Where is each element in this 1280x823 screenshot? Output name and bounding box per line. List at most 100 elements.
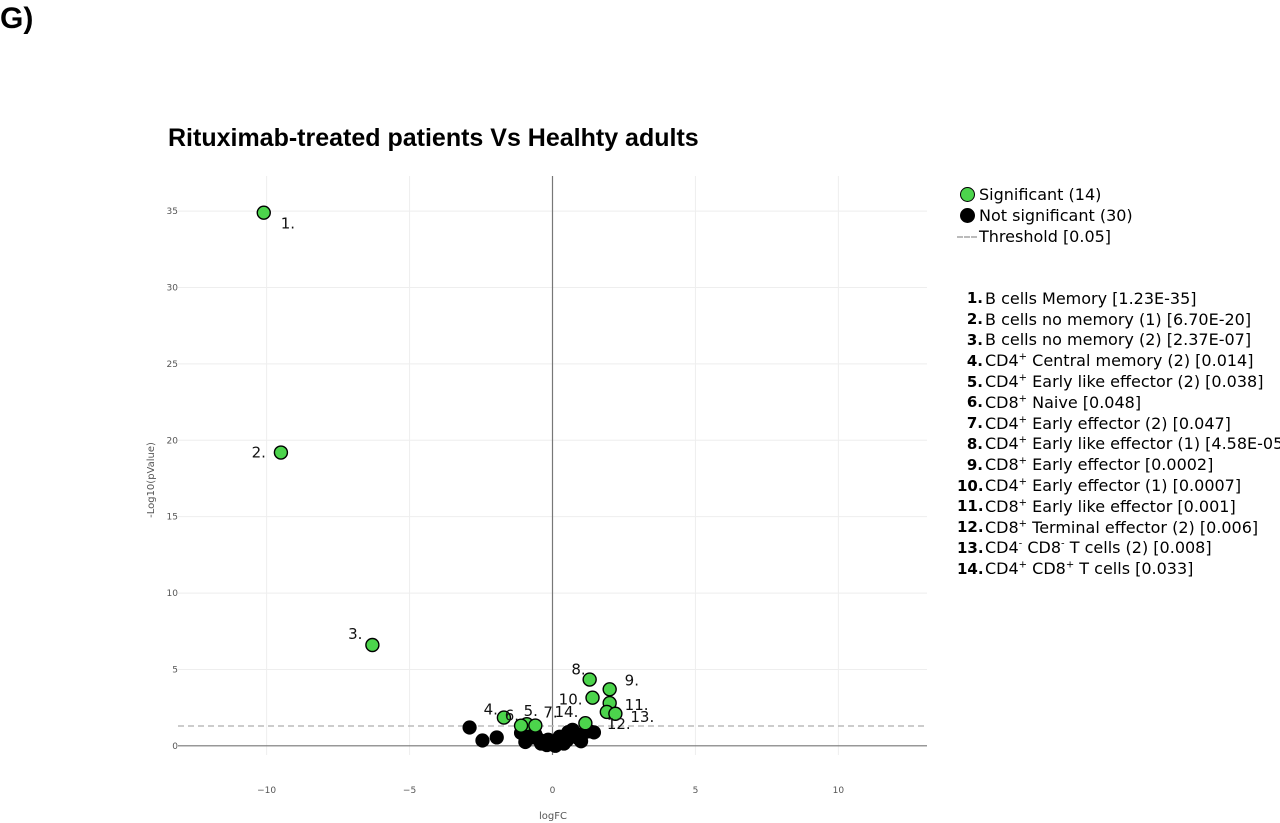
annotation-number: 7. — [966, 414, 983, 433]
annotation-number: 5. — [966, 372, 983, 391]
annotation-number: 4. — [966, 351, 983, 370]
legend-label: Not significant (30) — [979, 206, 1133, 225]
significant-points — [256, 205, 623, 733]
x-tick-label: −5 — [403, 786, 416, 796]
not-significant-point — [586, 725, 602, 740]
annotation-item: 7. CD4+ Early effector (2) [0.047] — [957, 413, 1280, 434]
x-tick-label: −10 — [257, 786, 276, 796]
annotation-item: 5. CD4+ Early like effector (2) [0.038] — [957, 371, 1280, 392]
significant-point — [513, 718, 529, 733]
annotation-text: CD8+ Terminal effector (2) [0.006] — [985, 517, 1259, 537]
y-tick-label: 25 — [167, 360, 178, 370]
point-label: 11. — [625, 696, 649, 714]
annotation-text: CD8+ Early effector [0.0002] — [985, 455, 1214, 475]
black-dot-icon — [959, 208, 975, 223]
y-tick-label: 10 — [167, 589, 179, 599]
legend-item-significant[interactable]: Significant (14) — [957, 184, 1133, 205]
y-tick-label: 35 — [167, 207, 178, 217]
y-tick-label: 20 — [167, 436, 179, 446]
annotation-list: 1. B cells Memory [1.23E-35] 2. B cells no … — [957, 288, 1280, 579]
significant-point — [273, 445, 289, 460]
annotation-item: 13. CD4- CD8- T cells (2) [0.008] — [957, 538, 1280, 559]
annotation-number: 3. — [966, 330, 983, 349]
chart-title: Rituximab-treated patients Vs Healhty ad… — [168, 124, 699, 152]
annotation-text: CD8+ Early like effector [0.001] — [985, 496, 1236, 516]
point-label: 14. — [555, 703, 579, 721]
dashed-line-icon — [957, 235, 977, 238]
annotation-text: CD4- CD8- T cells (2) [0.008] — [985, 538, 1212, 558]
significant-point — [256, 205, 271, 220]
legend: Significant (14) Not significant (30) Th… — [957, 184, 1133, 247]
point-labels: 1. 2. 3. 4. 5. 6. 7. 8. 9. 10. 11.12. 13. 14. — [252, 215, 655, 733]
annotation-text: B cells no memory (1) [6.70E-20] — [985, 309, 1252, 329]
significant-point — [602, 682, 617, 697]
x-tick-label: 0 — [550, 786, 556, 796]
annotation-number: 12. — [957, 518, 984, 537]
point-label: 1. — [281, 215, 295, 233]
annotation-number: 2. — [966, 310, 983, 329]
not-significant-point — [541, 732, 556, 747]
annotation-item: 11. CD8+ Early like effector [0.001] — [957, 496, 1280, 517]
annotation-item: 8. CD4+ Early like effector (1) [4.58E-05… — [957, 434, 1280, 455]
significant-point — [608, 706, 623, 721]
axes — [178, 176, 927, 755]
annotation-number: 10. — [957, 476, 984, 495]
annotation-text: CD4+ CD8+ T cells [0.033] — [985, 559, 1194, 579]
annotation-number: 6. — [966, 393, 983, 412]
point-label: 7. — [543, 704, 557, 722]
annotation-text: CD4+ Central memory (2) [0.014] — [985, 351, 1254, 371]
not-significant-point — [489, 730, 504, 745]
annotation-item: 6. CD8+ Naive [0.048] — [957, 392, 1280, 413]
point-label: 6. — [505, 707, 519, 725]
annotation-text: CD8+ Naive [0.048] — [985, 392, 1142, 412]
x-tick-label: 10 — [833, 786, 845, 796]
significant-point — [528, 718, 543, 733]
annotation-item: 9. CD8+ Early effector [0.0002] — [957, 454, 1280, 475]
annotation-item: 12. CD8+ Terminal effector (2) [0.006] — [957, 517, 1280, 538]
legend-label: Significant (14) — [979, 185, 1102, 204]
significant-point — [496, 710, 512, 725]
not-significant-point — [525, 730, 540, 745]
y-tick-label: 0 — [172, 742, 178, 752]
point-label: 2. — [252, 444, 266, 462]
not-significant-point — [475, 733, 490, 748]
legend-item-threshold[interactable]: Threshold [0.05] — [957, 226, 1133, 247]
panel-label: G) — [0, 2, 34, 35]
not-significant-point — [462, 720, 477, 735]
significant-point — [582, 672, 597, 687]
annotation-number: 1. — [966, 289, 983, 308]
point-label: 12. — [607, 715, 631, 733]
annotation-text: CD4+ Early effector (2) [0.047] — [985, 413, 1231, 433]
point-label: 3. — [348, 625, 362, 643]
annotation-text: B cells no memory (2) [2.37E-07] — [985, 330, 1252, 350]
point-label: 4. — [484, 701, 498, 719]
significant-point — [578, 716, 593, 731]
point-label: 13. — [630, 708, 654, 726]
annotation-text: CD4+ Early effector (1) [0.0007] — [985, 476, 1242, 496]
tick-labels: 0 5 10 15 20 25 30 35 −10 −5 0 5 10 — [167, 207, 845, 796]
annotation-item: 14. CD4+ CD8+ T cells [0.033] — [957, 558, 1280, 579]
annotation-number: 14. — [957, 559, 984, 578]
y-tick-label: 30 — [167, 284, 179, 294]
significant-point — [365, 637, 380, 653]
point-label: 9. — [625, 671, 639, 689]
y-axis-title: -Log10(pValue) — [146, 442, 157, 518]
annotation-number: 8. — [966, 434, 983, 453]
annotation-item: 3. B cells no memory (2) [2.37E-07] — [957, 330, 1280, 351]
annotation-text: CD4+ Early like effector (1) [4.58E-05] — [985, 434, 1280, 454]
significant-point — [585, 690, 600, 705]
annotation-item: 1. B cells Memory [1.23E-35] — [957, 288, 1280, 309]
annotation-item: 10. CD4+ Early effector (1) [0.0007] — [957, 475, 1280, 496]
x-axis-title: logFC — [539, 811, 567, 822]
not-significant-points — [462, 720, 602, 753]
y-tick-label: 5 — [172, 665, 178, 675]
point-label: 10. — [559, 691, 583, 709]
legend-item-not-significant[interactable]: Not significant (30) — [957, 205, 1133, 226]
x-tick-label: 5 — [693, 786, 699, 796]
annotation-item: 2. B cells no memory (1) [6.70E-20] — [957, 309, 1280, 330]
annotation-number: 9. — [966, 455, 983, 474]
annotation-number: 11. — [957, 497, 984, 516]
annotation-item: 4. CD4+ Central memory (2) [0.014] — [957, 350, 1280, 371]
legend-label: Threshold [0.05] — [979, 227, 1112, 246]
